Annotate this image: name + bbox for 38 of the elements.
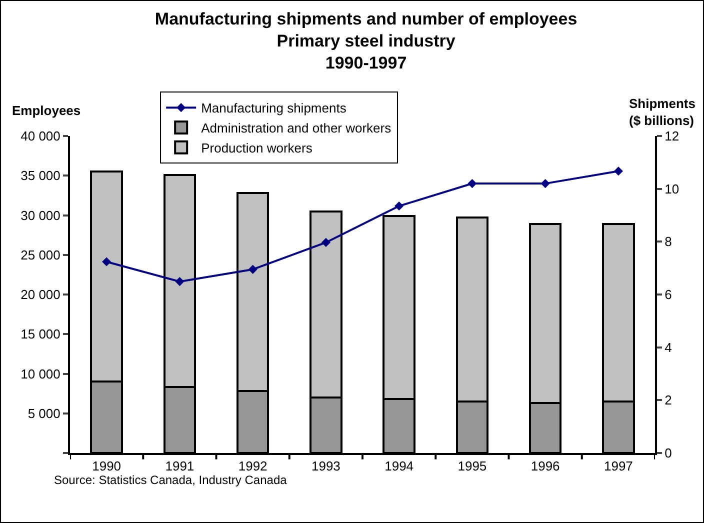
point [175, 277, 184, 286]
x-tick-label: 1991 [165, 458, 194, 474]
y2-tick-label: 6 [664, 287, 672, 302]
y-tick-label: 20 000 [20, 287, 60, 302]
legend-label: Production workers [201, 140, 313, 156]
y2-axis-title: Shipments ($ billions) [629, 96, 696, 128]
y2-tick-label: 4 [664, 340, 672, 355]
x-tick-label: 1990 [92, 458, 122, 474]
y2-tick-label: 0 [664, 446, 672, 461]
y2-tick-label: 12 [664, 128, 680, 144]
y-tick-label: 10 000 [20, 366, 60, 382]
y-tick-label: 35 000 [20, 168, 60, 184]
legend-label: Administration and other workers [201, 120, 392, 136]
y-tick-label: 15 000 [20, 326, 60, 342]
x-tick-label: 1992 [238, 458, 268, 474]
point [248, 264, 258, 274]
legend-label: Manufacturing shipments [201, 100, 347, 116]
point [394, 201, 404, 211]
source-note: Source: Statistics Canada, Industry Canada [54, 473, 288, 487]
point [540, 179, 550, 188]
y2-tick-label: 10 [664, 181, 680, 196]
y2-tick-label: 2 [664, 392, 672, 408]
y2-tick-label: 8 [664, 234, 672, 250]
x-tick-label: 1995 [458, 458, 487, 474]
x-tick-label: 1994 [384, 458, 414, 474]
point [102, 257, 112, 266]
x-tick-label: 1996 [530, 458, 560, 474]
x-tick-label: 1993 [311, 458, 340, 474]
x-tick-label: 1997 [604, 458, 633, 474]
y-axis-title: Employees [12, 103, 81, 118]
point [468, 179, 477, 188]
y-tick-label: 30 000 [20, 208, 60, 223]
y-tick-label: 40 000 [20, 128, 60, 144]
point [321, 238, 330, 248]
point [614, 166, 623, 176]
chart-title: Manufacturing shipments and number of employees Primary steel industry 1990-1997 [154, 9, 578, 73]
y-tick-label: 5 000 [28, 406, 60, 421]
y-tick-label: 25 000 [20, 247, 60, 262]
